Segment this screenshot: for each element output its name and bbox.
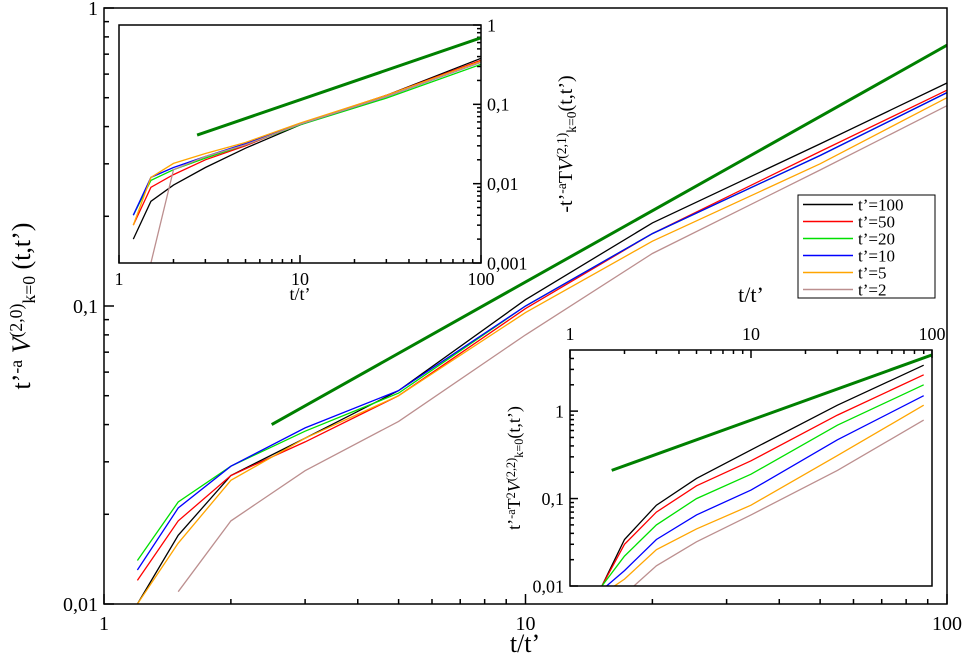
reference-line (196, 36, 481, 137)
reference-line (611, 353, 932, 472)
y-tick-label: 0,01 (487, 174, 519, 194)
y-axis-label-part: V (7, 334, 36, 360)
y-tick-label: 0,1 (542, 489, 565, 509)
series-line (601, 364, 924, 586)
plot-frame (103, 7, 948, 605)
y-tick-label: 0,01 (533, 576, 565, 596)
legend-label: t’=100 (858, 196, 903, 215)
y-axis-label-part: (t,t’) (555, 75, 577, 111)
series-line (632, 419, 925, 586)
series-group (601, 353, 932, 586)
y-tick-label: 1 (555, 401, 564, 421)
series-line (613, 404, 925, 586)
y-tick-label: 1 (88, 0, 98, 20)
legend-label: t’=2 (858, 281, 886, 300)
series-line (177, 105, 947, 593)
y-axis-label-part: k=0 (19, 276, 39, 304)
y-axis-label-part: -a (554, 183, 569, 194)
series-line (136, 97, 947, 604)
y-axis-label-part: V (555, 156, 577, 171)
series-line (136, 92, 947, 571)
y-axis-label-part: (2,0) (6, 303, 26, 337)
plot-frame (118, 24, 482, 264)
series-group (136, 43, 947, 604)
x-tick-label: 100 (468, 269, 495, 289)
y-axis-label-part: (t,t’) (504, 406, 525, 438)
legend-label: t’=5 (858, 264, 886, 283)
y-axis-label-part: k=0 (512, 439, 526, 458)
x-tick-label: 1 (99, 613, 109, 635)
series-line (605, 395, 924, 586)
x-tick-label: 1 (115, 269, 124, 289)
x-tick-label: 10 (291, 269, 309, 289)
x-tick-label: 10 (742, 324, 760, 344)
y-axis-label-part: -a (504, 509, 518, 519)
y-axis-label-part: 2 (504, 492, 518, 498)
series-group (132, 36, 481, 263)
y-axis-label-part: (2,1) (554, 133, 570, 159)
legend-label: t’=50 (858, 213, 895, 232)
y-tick-label: 0,01 (63, 594, 98, 616)
series-line (150, 61, 481, 263)
y-axis-label-part: k=0 (564, 111, 579, 132)
y-axis-label-part: t’ (7, 374, 36, 390)
x-tick-label: 100 (932, 613, 962, 635)
x-axis-label: t/t’ (510, 629, 540, 658)
y-tick-label: 0,001 (487, 253, 528, 273)
series-line (601, 384, 924, 586)
panel: 1 10 100 0,01 0,1 1 t/t’ t’-aT2V(2,2)k=0(t,t’) (504, 282, 946, 596)
y-axis-label: -t’-aTV(2,1)k=0(t,t’) (554, 75, 579, 212)
y-axis-label-part: -a (6, 360, 26, 374)
x-tick-label: 10 (516, 613, 536, 635)
x-axis-label: t/t’ (290, 284, 311, 304)
y-tick-label: 1 (487, 15, 496, 35)
x-axis-label: t/t’ (738, 282, 764, 307)
plot-area (570, 350, 932, 586)
series-line (132, 63, 481, 216)
y-axis-label-part: t’ (504, 519, 524, 530)
plot-frame (569, 349, 933, 587)
legend-label: t’=20 (858, 230, 895, 249)
series-line (132, 60, 481, 226)
reference-line (270, 43, 947, 426)
y-tick-label: 0,1 (487, 95, 510, 115)
y-axis-label-part: -t’ (555, 194, 577, 213)
x-tick-label: 1 (566, 324, 575, 344)
y-axis-label-part: (2,2) (504, 458, 518, 481)
y-axis-label: t’-a V(2,0)k=0 (t,t’) (6, 223, 39, 390)
legend-label: t’=10 (858, 247, 895, 266)
plot-area (119, 25, 481, 263)
y-axis-label-part: (t,t’) (7, 223, 36, 276)
legend-box (797, 194, 936, 299)
y-axis-label-part: T (504, 498, 524, 509)
x-tick-label: 100 (919, 324, 946, 344)
y-axis-label-part: V (504, 479, 524, 492)
y-axis-label: t’-aT2V(2,2)k=0(t,t’) (504, 406, 526, 530)
series-line (601, 374, 924, 586)
y-axis-label-part: T (555, 171, 577, 183)
y-tick-label: 0,1 (73, 296, 98, 318)
